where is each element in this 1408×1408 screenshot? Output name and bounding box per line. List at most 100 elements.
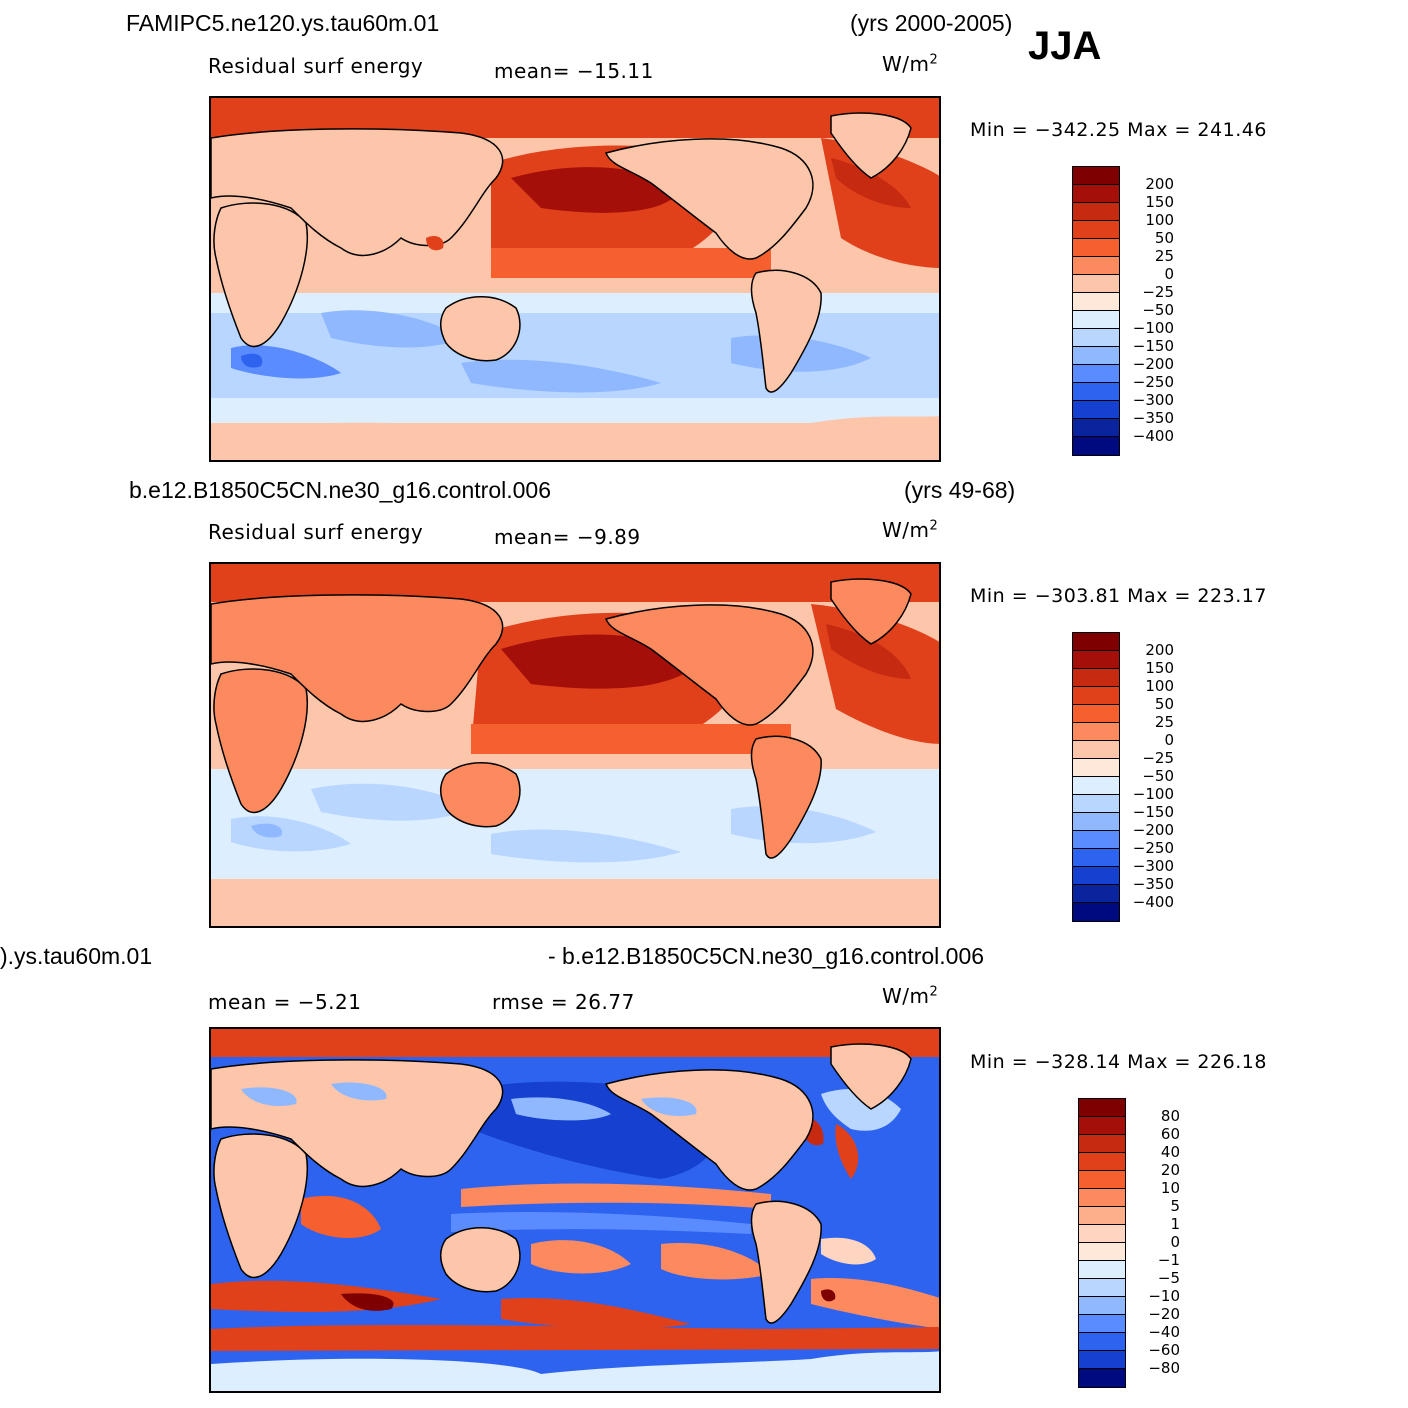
colorbar-tick-label: −200 <box>1132 821 1174 839</box>
colorbar-swatch <box>1079 1261 1125 1279</box>
units-label: W/m2 <box>882 518 939 542</box>
colorbar-tick-label: 0 <box>1164 265 1174 283</box>
colorbar-swatch <box>1079 1351 1125 1369</box>
colorbar-swatch <box>1073 795 1119 813</box>
colorbar-tick-label: 5 <box>1170 1197 1180 1215</box>
colorbar-tick-label: −100 <box>1132 319 1174 337</box>
colorbar-swatch <box>1073 705 1119 723</box>
rmse-label: rmse = 26.77 <box>492 990 635 1014</box>
colorbar-tick-label: 25 <box>1154 713 1174 731</box>
colorbar-tick-label: 200 <box>1145 175 1174 193</box>
colorbar-tick-label: −60 <box>1148 1341 1180 1359</box>
colorbar-swatch <box>1073 903 1119 921</box>
colorbar-tick-label: −50 <box>1142 301 1174 319</box>
colorbar-swatch <box>1073 669 1119 687</box>
colorbar-tick-label: −25 <box>1142 283 1174 301</box>
colorbar-tick-label: 1 <box>1170 1215 1180 1233</box>
colorbar-swatch <box>1079 1189 1125 1207</box>
colorbar-tick-label: −50 <box>1142 767 1174 785</box>
colorbar-tick-label: −20 <box>1148 1305 1180 1323</box>
colorbar-swatch <box>1073 759 1119 777</box>
colorbar-tick-label: 150 <box>1145 659 1174 677</box>
colorbar-tick-label: −25 <box>1142 749 1174 767</box>
colorbar-swatch <box>1079 1135 1125 1153</box>
colorbar-tick-label: 80 <box>1160 1107 1180 1125</box>
colorbar-tick-label: −40 <box>1148 1323 1180 1341</box>
colorbar-tick-label: 25 <box>1154 247 1174 265</box>
colorbar-swatch <box>1079 1225 1125 1243</box>
colorbar-tick-label: 200 <box>1145 641 1174 659</box>
colorbar-tick-label: −350 <box>1132 875 1174 893</box>
colorbar-swatch <box>1079 1279 1125 1297</box>
colorbar-tick-label: −100 <box>1132 785 1174 803</box>
colorbar-swatch <box>1079 1297 1125 1315</box>
colorbar-tick-label: −150 <box>1132 803 1174 821</box>
colorbar-tick-label: 0 <box>1164 731 1174 749</box>
colorbar-swatch <box>1079 1333 1125 1351</box>
colorbar-swatch <box>1079 1153 1125 1171</box>
colorbar-swatch <box>1079 1117 1125 1135</box>
case-title: b.e12.B1850C5CN.ne30_g16.control.006 <box>129 477 551 503</box>
colorbar-swatch <box>1079 1099 1125 1117</box>
colorbar-swatch <box>1073 849 1119 867</box>
colorbar-tick-label: −80 <box>1148 1359 1180 1377</box>
colorbar-tick-label: −10 <box>1148 1287 1180 1305</box>
colorbar-swatch <box>1073 365 1119 383</box>
colorbar-swatch <box>1073 633 1119 651</box>
colorbar-swatch <box>1073 401 1119 419</box>
map-panel-difference <box>209 1027 941 1393</box>
colorbar-tick-label: −5 <box>1157 1269 1180 1287</box>
colorbar-swatch <box>1073 203 1119 221</box>
colorbar-tick-label: −250 <box>1132 839 1174 857</box>
min-max-label: Min = −342.25 Max = 241.46 <box>970 119 1267 141</box>
colorbar-swatch <box>1079 1369 1125 1387</box>
colorbar-swatch <box>1073 185 1119 203</box>
colorbar-tick-label: −300 <box>1132 857 1174 875</box>
colorbar-tick-label: 0 <box>1170 1233 1180 1251</box>
units-label: W/m2 <box>882 52 939 76</box>
colorbar-swatches <box>1078 1098 1126 1388</box>
colorbar-swatch <box>1073 777 1119 795</box>
colorbar-tick-label: 100 <box>1145 677 1174 695</box>
colorbar-swatches <box>1072 166 1120 456</box>
years-label: (yrs 2000-2005) <box>850 10 1013 36</box>
variable-label: Residual surf energy <box>208 520 424 544</box>
colorbar-tick-label: −350 <box>1132 409 1174 427</box>
colorbar-tick-label: −300 <box>1132 391 1174 409</box>
colorbar-swatch <box>1073 741 1119 759</box>
map-panel-control <box>209 562 941 928</box>
colorbar-swatch <box>1073 831 1119 849</box>
colorbar-swatch <box>1073 419 1119 437</box>
colorbar-tick-label: 50 <box>1154 229 1174 247</box>
colorbar-swatch <box>1073 885 1119 903</box>
colorbar-swatch <box>1073 329 1119 347</box>
mean-label: mean= −15.11 <box>494 59 654 83</box>
colorbar-swatch <box>1073 275 1119 293</box>
colorbar-swatch <box>1073 383 1119 401</box>
years-label: (yrs 49-68) <box>904 477 1016 503</box>
colorbar-swatch <box>1073 221 1119 239</box>
colorbar-tick-label: −150 <box>1132 337 1174 355</box>
mean-label: mean = −5.21 <box>208 990 362 1014</box>
variable-label: Residual surf energy <box>208 54 424 78</box>
colorbar-swatch <box>1079 1171 1125 1189</box>
colorbar-swatch <box>1073 651 1119 669</box>
colorbar-tick-label: −250 <box>1132 373 1174 391</box>
colorbar-swatch <box>1073 347 1119 365</box>
difference-title: - b.e12.B1850C5CN.ne30_g16.control.006 <box>548 943 985 969</box>
colorbar-swatch <box>1073 687 1119 705</box>
units-label: W/m2 <box>882 984 939 1008</box>
colorbar-swatch <box>1079 1243 1125 1261</box>
colorbar-swatch <box>1073 867 1119 885</box>
colorbar-tick-label: 60 <box>1160 1125 1180 1143</box>
colorbar-tick-label: 20 <box>1160 1161 1180 1179</box>
colorbar-tick-label: 150 <box>1145 193 1174 211</box>
colorbar-tick-label: −1 <box>1157 1251 1180 1269</box>
colorbar-swatch <box>1079 1207 1125 1225</box>
colorbar-tick-label: −400 <box>1132 893 1174 911</box>
colorbar-swatch <box>1073 311 1119 329</box>
colorbar-tick-label: 10 <box>1160 1179 1180 1197</box>
colorbar-swatch <box>1079 1315 1125 1333</box>
colorbar-swatch <box>1073 239 1119 257</box>
colorbar-tick-label: −200 <box>1132 355 1174 373</box>
